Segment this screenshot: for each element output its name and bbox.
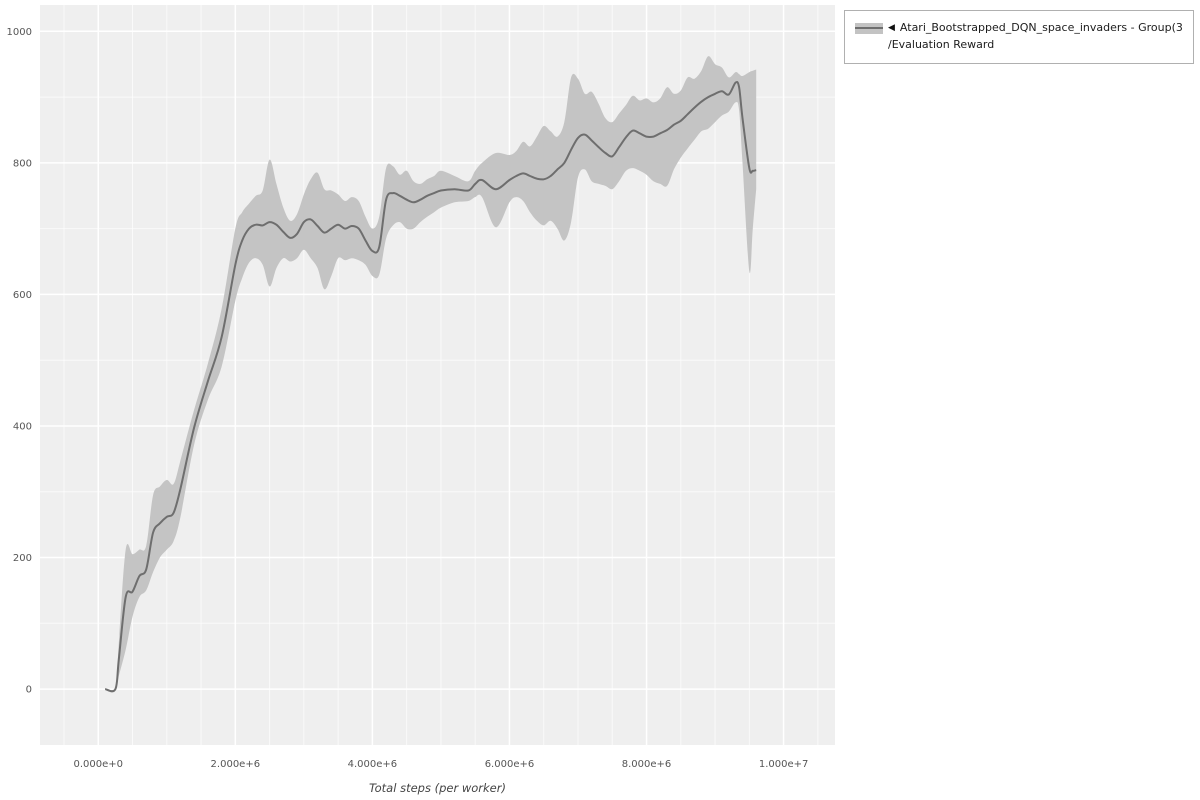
legend-collapse-icon[interactable]: ◀ bbox=[888, 22, 895, 33]
y-tick-label: 400 bbox=[13, 421, 32, 432]
y-tick-label: 200 bbox=[13, 553, 32, 564]
x-tick-label: 0.000e+0 bbox=[73, 759, 123, 770]
y-tick-label: 1000 bbox=[7, 27, 32, 38]
legend-series-metric: /Evaluation Reward bbox=[888, 37, 995, 51]
x-axis-title: Total steps (per worker) bbox=[369, 781, 506, 795]
legend-swatch-band bbox=[855, 22, 883, 34]
y-tick-label: 0 bbox=[26, 685, 32, 696]
x-tick-label: 1.000e+7 bbox=[759, 759, 809, 770]
legend-series-name: Atari_Bootstrapped_DQN_space_invaders - … bbox=[899, 21, 1183, 34]
y-tick-label: 600 bbox=[13, 290, 32, 301]
x-tick-label: 2.000e+6 bbox=[211, 759, 261, 770]
grid-minor bbox=[40, 5, 835, 745]
mean-line bbox=[104, 80, 757, 693]
x-tick-label: 6.000e+6 bbox=[485, 759, 535, 770]
y-tick-labels: 0 200 400 600 800 1000 bbox=[7, 27, 32, 696]
x-tick-labels: 0.000e+0 2.000e+6 4.000e+6 6.000e+6 8.000e+6… bbox=[73, 759, 808, 770]
legend-swatch-line bbox=[855, 26, 883, 30]
y-tick-label: 800 bbox=[13, 158, 32, 169]
x-tick-label: 4.000e+6 bbox=[348, 759, 398, 770]
grid-major bbox=[40, 5, 835, 745]
legend: ◀ Atari_Bootstrapped_DQN_space_invaders … bbox=[844, 10, 1194, 64]
x-tick-label: 8.000e+6 bbox=[622, 759, 672, 770]
legend-item[interactable]: ◀ Atari_Bootstrapped_DQN_space_invaders … bbox=[855, 20, 1183, 37]
confidence-band bbox=[105, 56, 757, 693]
